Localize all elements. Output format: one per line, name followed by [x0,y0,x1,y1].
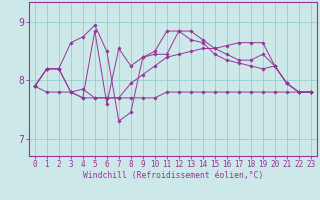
X-axis label: Windchill (Refroidissement éolien,°C): Windchill (Refroidissement éolien,°C) [83,171,263,180]
